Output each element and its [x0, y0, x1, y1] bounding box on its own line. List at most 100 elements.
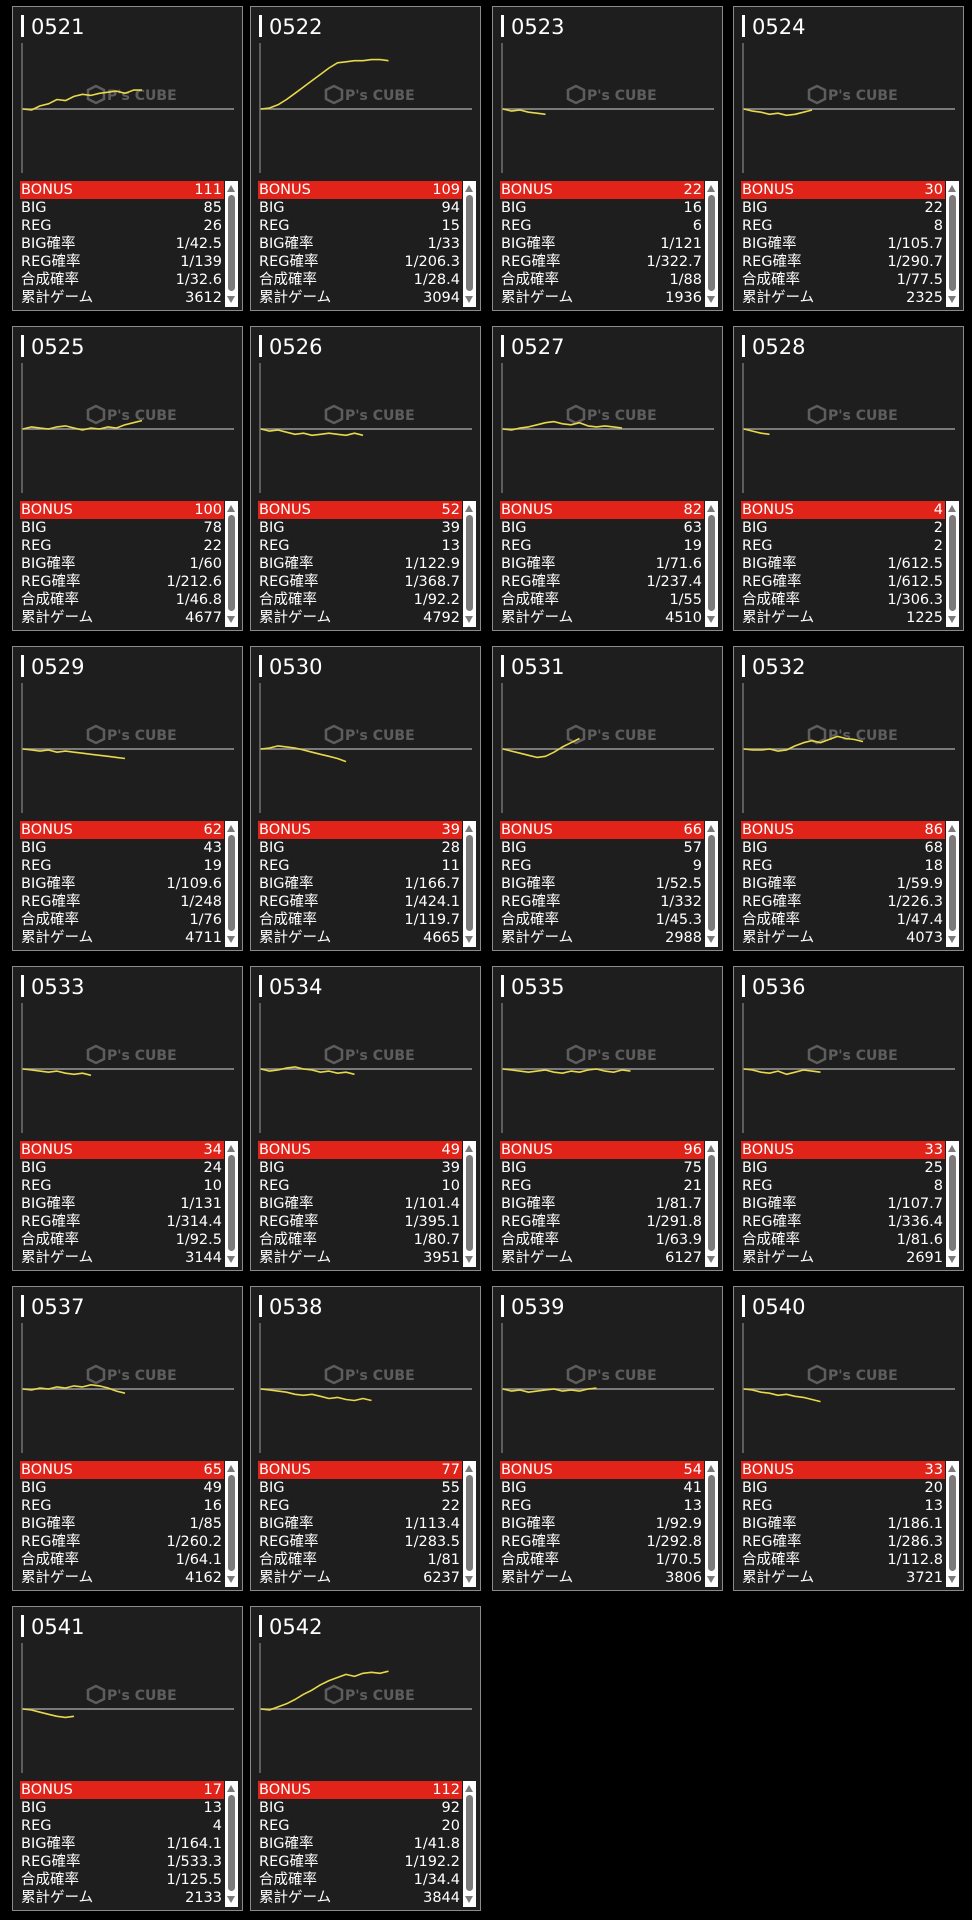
scroll-up-arrow-icon[interactable] [465, 1465, 473, 1472]
scroll-up-arrow-icon[interactable] [948, 185, 956, 192]
stats-scrollbar[interactable] [946, 181, 959, 307]
machine-card[interactable]: 0540 P's CUBE BONUS 33 BIG 20 REG 13 BIG確率 1/186.… [733, 1286, 964, 1591]
scroll-down-arrow-icon[interactable] [465, 1896, 473, 1903]
machine-card[interactable]: 0533 P's CUBE BONUS 34 BIG 24 REG 10 BIG確率 1/131 R… [12, 966, 243, 1271]
scroll-up-arrow-icon[interactable] [465, 1785, 473, 1792]
stats-scrollbar[interactable] [705, 1461, 718, 1587]
stats-scrollbar[interactable] [705, 821, 718, 947]
scroll-thumb[interactable] [466, 515, 473, 611]
scroll-down-arrow-icon[interactable] [227, 296, 235, 303]
scroll-thumb[interactable] [466, 1155, 473, 1251]
scroll-thumb[interactable] [949, 1475, 956, 1571]
machine-card[interactable]: 0537 P's CUBE BONUS 65 BIG 49 REG 16 BIG確率 1/85 RE… [12, 1286, 243, 1591]
machine-card[interactable]: 0538 P's CUBE BONUS 77 BIG 55 REG 22 BIG確率 1/113.… [250, 1286, 481, 1591]
stats-scrollbar[interactable] [463, 1461, 476, 1587]
scroll-thumb[interactable] [949, 515, 956, 611]
stats-scrollbar[interactable] [225, 181, 238, 307]
scroll-up-arrow-icon[interactable] [948, 1145, 956, 1152]
stats-scrollbar[interactable] [946, 1461, 959, 1587]
machine-card[interactable]: 0526 P's CUBE BONUS 52 BIG 39 REG 13 BIG確率 1/122.… [250, 326, 481, 631]
stats-scrollbar[interactable] [225, 1141, 238, 1267]
scroll-down-arrow-icon[interactable] [227, 1896, 235, 1903]
machine-card[interactable]: 0535 P's CUBE BONUS 96 BIG 75 REG 21 BIG確率 1/81.7… [492, 966, 723, 1271]
scroll-up-arrow-icon[interactable] [227, 505, 235, 512]
stats-scrollbar[interactable] [225, 501, 238, 627]
machine-card[interactable]: 0523 P's CUBE BONUS 22 BIG 16 REG 6 BIG確率 1/121 RE… [492, 6, 723, 311]
machine-card[interactable]: 0530 P's CUBE BONUS 39 BIG 28 REG 11 BIG確率 1/166.… [250, 646, 481, 951]
scroll-up-arrow-icon[interactable] [465, 505, 473, 512]
scroll-up-arrow-icon[interactable] [465, 185, 473, 192]
scroll-thumb[interactable] [708, 835, 715, 931]
scroll-down-arrow-icon[interactable] [227, 1576, 235, 1583]
scroll-up-arrow-icon[interactable] [227, 1465, 235, 1472]
stats-scrollbar[interactable] [463, 1781, 476, 1907]
scroll-thumb[interactable] [466, 1475, 473, 1571]
machine-card[interactable]: 0532 P's CUBE BONUS 86 BIG 68 REG 18 BIG確率 1/59.9… [733, 646, 964, 951]
stats-scrollbar[interactable] [225, 1461, 238, 1587]
machine-card[interactable]: 0527 P's CUBE BONUS 82 BIG 63 REG 19 BIG確率 1/71.6… [492, 326, 723, 631]
scroll-up-arrow-icon[interactable] [707, 185, 715, 192]
stats-scrollbar[interactable] [705, 501, 718, 627]
scroll-down-arrow-icon[interactable] [948, 296, 956, 303]
machine-card[interactable]: 0529 P's CUBE BONUS 62 BIG 43 REG 19 BIG確率 1/109.… [12, 646, 243, 951]
machine-card[interactable]: 0531 P's CUBE BONUS 66 BIG 57 REG 9 BIG確率 1/52.5 R… [492, 646, 723, 951]
scroll-thumb[interactable] [708, 1475, 715, 1571]
scroll-thumb[interactable] [949, 195, 956, 291]
scroll-down-arrow-icon[interactable] [465, 616, 473, 623]
scroll-down-arrow-icon[interactable] [948, 1256, 956, 1263]
scroll-down-arrow-icon[interactable] [707, 616, 715, 623]
scroll-down-arrow-icon[interactable] [948, 616, 956, 623]
scroll-up-arrow-icon[interactable] [948, 1465, 956, 1472]
scroll-up-arrow-icon[interactable] [707, 1465, 715, 1472]
scroll-down-arrow-icon[interactable] [227, 936, 235, 943]
stats-scrollbar[interactable] [463, 181, 476, 307]
stats-scrollbar[interactable] [463, 501, 476, 627]
scroll-thumb[interactable] [228, 195, 235, 291]
scroll-down-arrow-icon[interactable] [465, 296, 473, 303]
stats-scrollbar[interactable] [946, 821, 959, 947]
scroll-thumb[interactable] [228, 1155, 235, 1251]
scroll-thumb[interactable] [949, 835, 956, 931]
scroll-down-arrow-icon[interactable] [227, 616, 235, 623]
scroll-down-arrow-icon[interactable] [465, 1256, 473, 1263]
scroll-down-arrow-icon[interactable] [465, 936, 473, 943]
stats-scrollbar[interactable] [463, 821, 476, 947]
stats-scrollbar[interactable] [946, 1141, 959, 1267]
machine-card[interactable]: 0528 P's CUBE BONUS 4 BIG 2 REG 2 BIG確率 1/612.5 RE… [733, 326, 964, 631]
stats-scrollbar[interactable] [946, 501, 959, 627]
stats-scrollbar[interactable] [225, 821, 238, 947]
scroll-thumb[interactable] [708, 195, 715, 291]
stats-scrollbar[interactable] [225, 1781, 238, 1907]
machine-card[interactable]: 0524 P's CUBE BONUS 30 BIG 22 REG 8 BIG確率 1/105.7… [733, 6, 964, 311]
machine-card[interactable]: 0525 P's CUBE BONUS 100 BIG 78 REG 22 BIG確率 1/60 R… [12, 326, 243, 631]
scroll-thumb[interactable] [466, 1795, 473, 1891]
machine-card[interactable]: 0539 P's CUBE BONUS 54 BIG 41 REG 13 BIG確率 1/92.9… [492, 1286, 723, 1591]
scroll-thumb[interactable] [466, 195, 473, 291]
scroll-up-arrow-icon[interactable] [948, 825, 956, 832]
machine-card[interactable]: 0522 P's CUBE BONUS 109 BIG 94 REG 15 BIG確率 1/33 R… [250, 6, 481, 311]
scroll-up-arrow-icon[interactable] [465, 825, 473, 832]
stats-scrollbar[interactable] [705, 181, 718, 307]
machine-card[interactable]: 0542 P's CUBE BONUS 112 BIG 92 REG 20 BIG確率 1/41.… [250, 1606, 481, 1911]
scroll-thumb[interactable] [466, 835, 473, 931]
scroll-up-arrow-icon[interactable] [707, 505, 715, 512]
stats-scrollbar[interactable] [463, 1141, 476, 1267]
scroll-thumb[interactable] [228, 835, 235, 931]
scroll-thumb[interactable] [228, 1795, 235, 1891]
scroll-down-arrow-icon[interactable] [948, 936, 956, 943]
scroll-up-arrow-icon[interactable] [465, 1145, 473, 1152]
stats-scrollbar[interactable] [705, 1141, 718, 1267]
scroll-thumb[interactable] [708, 1155, 715, 1251]
scroll-down-arrow-icon[interactable] [707, 1576, 715, 1583]
machine-card[interactable]: 0536 P's CUBE BONUS 33 BIG 25 REG 8 BIG確率 1/107.7… [733, 966, 964, 1271]
scroll-thumb[interactable] [228, 515, 235, 611]
scroll-thumb[interactable] [708, 515, 715, 611]
scroll-up-arrow-icon[interactable] [227, 825, 235, 832]
scroll-down-arrow-icon[interactable] [707, 1256, 715, 1263]
scroll-up-arrow-icon[interactable] [948, 505, 956, 512]
scroll-thumb[interactable] [228, 1475, 235, 1571]
scroll-down-arrow-icon[interactable] [227, 1256, 235, 1263]
scroll-up-arrow-icon[interactable] [707, 1145, 715, 1152]
scroll-up-arrow-icon[interactable] [227, 185, 235, 192]
machine-card[interactable]: 0521 P's CUBE BONUS 111 BIG 85 REG 26 BIG確率 1/42.… [12, 6, 243, 311]
